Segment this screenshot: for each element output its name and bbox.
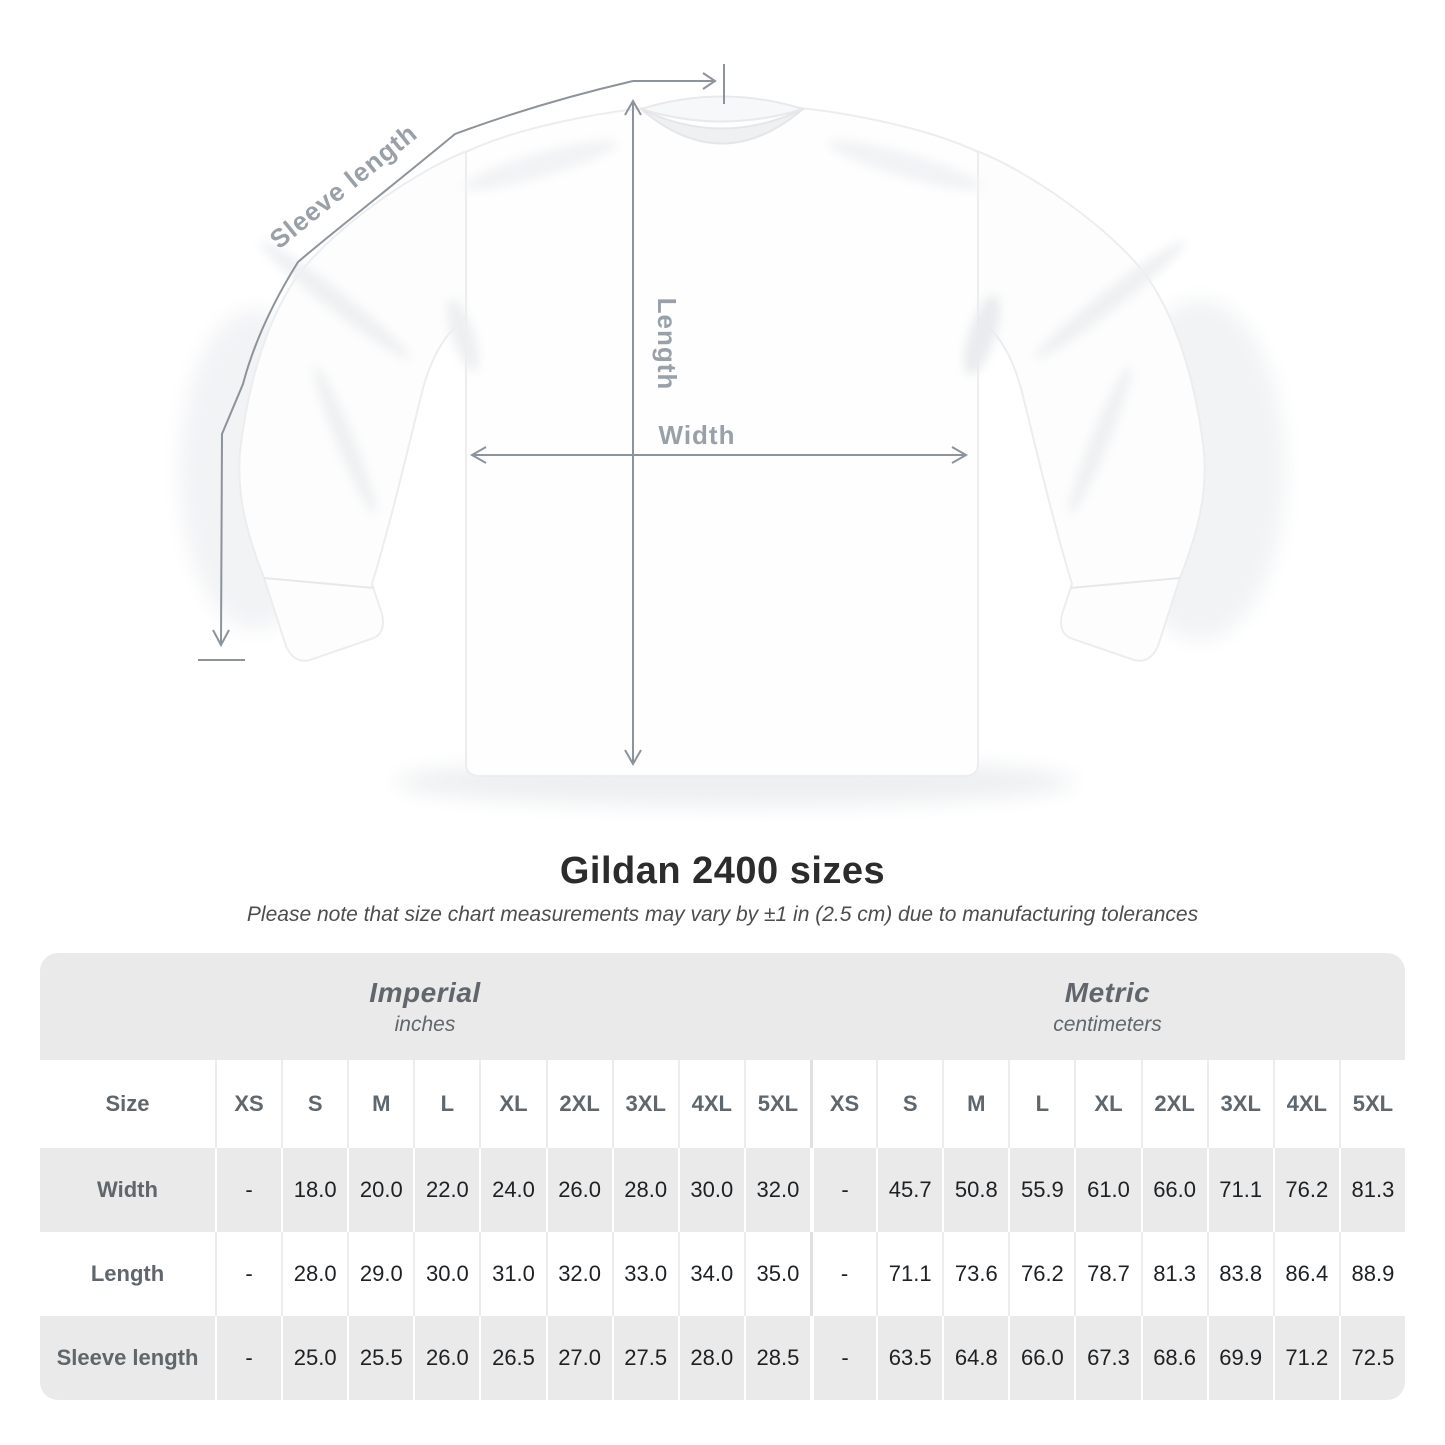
table-cell: 29.0 [347,1232,414,1316]
size-header: XS [215,1060,282,1148]
unit-band: Imperial inches Metric centimeters [40,953,1405,1060]
imperial-unit: inches [394,1012,456,1036]
table-cell: 30.0 [413,1232,480,1316]
size-header: L [1008,1060,1075,1148]
page-subtitle: Please note that size chart measurements… [246,903,1199,926]
size-header: 5XL [743,1060,810,1148]
table-cell: 26.0 [545,1148,612,1232]
table-cell: 81.3 [1338,1148,1405,1232]
width-measure [469,446,969,464]
table-cell: - [810,1232,877,1316]
table-cell: - [215,1232,282,1316]
table-cell: 18.0 [281,1148,348,1232]
table-cell: 26.0 [413,1316,480,1400]
table-cell: 55.9 [1008,1148,1075,1232]
width-label: Width [659,420,736,450]
table-cell: 25.5 [347,1316,414,1400]
table-cell: 66.0 [1008,1316,1075,1400]
table-cell: 81.3 [1140,1232,1207,1316]
table-cell: 25.0 [281,1316,348,1400]
length-measure [624,98,642,767]
size-header: 2XL [545,1060,612,1148]
row-label-sleeve-length: Sleeve length [40,1316,215,1400]
table-cell: 28.0 [611,1148,678,1232]
table-cell: 20.0 [347,1148,414,1232]
table-cell: 71.2 [1272,1316,1339,1400]
size-header: 5XL [1338,1060,1405,1148]
page-title: Gildan 2400 sizes [559,850,886,892]
table-cell: 71.1 [876,1232,943,1316]
table-cell: 72.5 [1338,1316,1405,1400]
imperial-label: Imperial [369,976,481,1008]
size-header: M [347,1060,414,1148]
size-header: XL [479,1060,546,1148]
table-cell: 73.6 [942,1232,1009,1316]
table-cell: 76.2 [1008,1232,1075,1316]
shirt-right-sleeve [972,148,1206,662]
table-cell: 67.3 [1074,1316,1141,1400]
table-cell: 35.0 [743,1232,810,1316]
size-header: XL [1074,1060,1141,1148]
table-cell: - [810,1148,877,1232]
size-header: 4XL [1272,1060,1339,1148]
table-cell: - [810,1316,877,1400]
size-header: 3XL [611,1060,678,1148]
table-cell: 32.0 [545,1232,612,1316]
table-cell: 26.5 [479,1316,546,1400]
shirt-collar [637,95,807,145]
table-cell: 27.5 [611,1316,678,1400]
size-header: L [413,1060,480,1148]
table-cell: 76.2 [1272,1148,1339,1232]
table-cell: 78.7 [1074,1232,1141,1316]
table-cell: 28.0 [677,1316,744,1400]
table-cell: 24.0 [479,1148,546,1232]
table-cell: 22.0 [413,1148,480,1232]
table-cell: 68.6 [1140,1316,1207,1400]
table-cell: 61.0 [1074,1148,1141,1232]
size-header: 2XL [1140,1060,1207,1148]
table-cell: 45.7 [876,1148,943,1232]
table-cell: 28.5 [743,1316,810,1400]
row-label-length: Length [40,1232,215,1316]
table-cell: 27.0 [545,1316,612,1400]
size-header: S [281,1060,348,1148]
table-cell: 30.0 [677,1148,744,1232]
imperial-group-header: Imperial inches [40,953,810,1060]
table-cell: - [215,1148,282,1232]
table-cell: 28.0 [281,1232,348,1316]
table-cell: 34.0 [677,1232,744,1316]
table-cell: 64.8 [942,1316,1009,1400]
length-label: Length [652,298,682,391]
shirt-body [447,107,1000,777]
sleeve-length-measure [198,64,725,661]
table-cell: 66.0 [1140,1148,1207,1232]
size-header: 3XL [1206,1060,1273,1148]
metric-label: Metric [1064,976,1151,1008]
size-header: XS [810,1060,877,1148]
row-label-width: Width [40,1148,215,1232]
shirt-figure: Sleeve length Length Width [180,64,1285,806]
shirt-left-sleeve [238,148,472,662]
metric-unit: centimeters [1053,1012,1162,1036]
size-header: 4XL [677,1060,744,1148]
size-header: M [942,1060,1009,1148]
table-cell: 69.9 [1206,1316,1273,1400]
table-cell: 50.8 [942,1148,1009,1232]
table-cell: 83.8 [1206,1232,1273,1316]
size-table: Imperial inches Metric centimeters Size … [40,953,1405,1400]
table-cell: 86.4 [1272,1232,1339,1316]
table-cell: 32.0 [743,1148,810,1232]
table-cell: 71.1 [1206,1148,1273,1232]
table-cell: 33.0 [611,1232,678,1316]
table-cell: 63.5 [876,1316,943,1400]
metric-group-header: Metric centimeters [810,953,1405,1060]
table-cell: 88.9 [1338,1232,1405,1316]
table-cell: 31.0 [479,1232,546,1316]
size-header: S [876,1060,943,1148]
table-cell: - [215,1316,282,1400]
size-column-header: Size [40,1060,215,1148]
